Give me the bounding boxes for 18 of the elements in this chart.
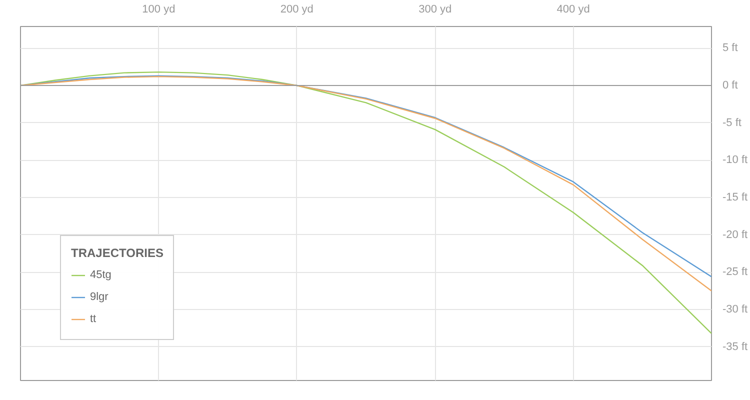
- x-tick-label: 100 yd: [142, 4, 176, 16]
- y-tick-label: 5 ft: [722, 42, 738, 54]
- legend-label: 9lgr: [90, 291, 110, 303]
- x-tick-label: 200 yd: [280, 4, 314, 16]
- y-tick-label: -20 ft: [722, 228, 748, 241]
- y-tick-label: -35 ft: [722, 340, 748, 353]
- y-tick-label: -10 ft: [722, 154, 748, 166]
- line-series: [20, 71, 712, 334]
- legend-label: tt: [90, 313, 98, 325]
- y-tick-label: -15 ft: [722, 192, 748, 204]
- y-tick-label: 0 ft: [722, 80, 738, 92]
- legend-label: 45tg: [90, 269, 112, 281]
- x-tick-label: 400 yd: [556, 4, 590, 16]
- y-tick-label: -5 ft: [722, 116, 742, 129]
- x-tick-label: 300 yd: [418, 4, 452, 16]
- y-tick-label: -30 ft: [722, 304, 748, 316]
- y-tick-label: -25 ft: [722, 266, 748, 278]
- legend-title: TRAJECTORIES: [71, 246, 164, 260]
